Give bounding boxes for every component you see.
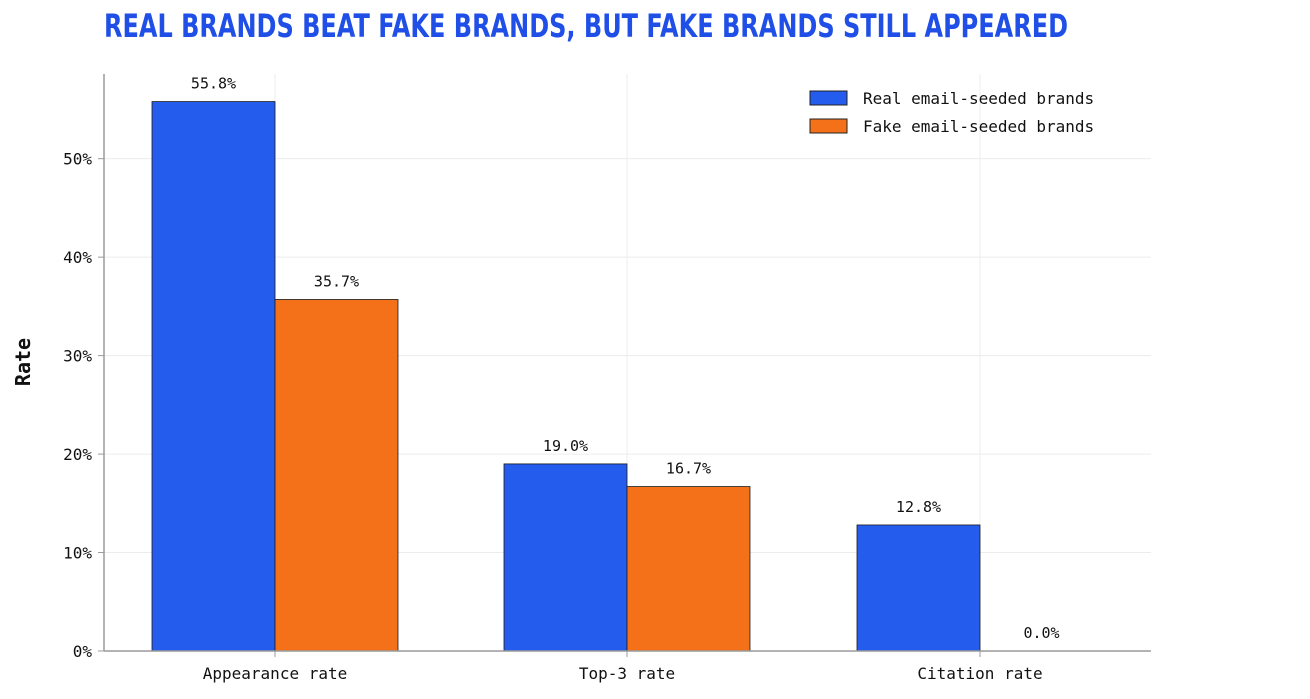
x-tick-label: Citation rate (917, 664, 1042, 683)
y-tick-label: 10% (63, 544, 92, 563)
axis-layer (103, 74, 1151, 652)
bar-value-label: 55.8% (191, 75, 236, 93)
bar-layer (151, 101, 981, 652)
legend-swatch-real (809, 90, 848, 106)
x-tick-label: Appearance rate (203, 664, 348, 683)
legend-swatch-fake (809, 118, 848, 134)
bar (151, 101, 276, 652)
label-layer: 0% 10% 20% 30% 40% 50% Appearance rate Top-3 ra… (63, 75, 1059, 683)
bar (626, 486, 751, 652)
y-tick-label: 40% (63, 248, 92, 267)
y-axis-title: Rate (11, 338, 35, 386)
bar (274, 299, 399, 652)
bar-value-label: 19.0% (543, 437, 588, 455)
bar-value-label: 16.7% (666, 460, 711, 478)
bar-value-label: 0.0% (1023, 624, 1059, 642)
legend-label-real: Real email-seeded brands (863, 89, 1094, 108)
bar-value-label: 12.8% (896, 498, 941, 516)
x-tick-label: Top-3 rate (579, 664, 675, 683)
y-tick-label: 50% (63, 150, 92, 169)
bar (856, 524, 981, 652)
y-tick-label: 20% (63, 445, 92, 464)
bar-value-label: 35.7% (314, 272, 359, 290)
legend-label-fake: Fake email-seeded brands (863, 117, 1094, 136)
chart-title: REAL BRANDS BEAT FAKE BRANDS, BUT FAKE B… (104, 7, 1069, 45)
legend: Real email-seeded brands Fake email-seed… (809, 89, 1094, 136)
bar (503, 463, 628, 652)
y-tick-label: 30% (63, 347, 92, 366)
y-tick-label: 0% (73, 642, 93, 661)
